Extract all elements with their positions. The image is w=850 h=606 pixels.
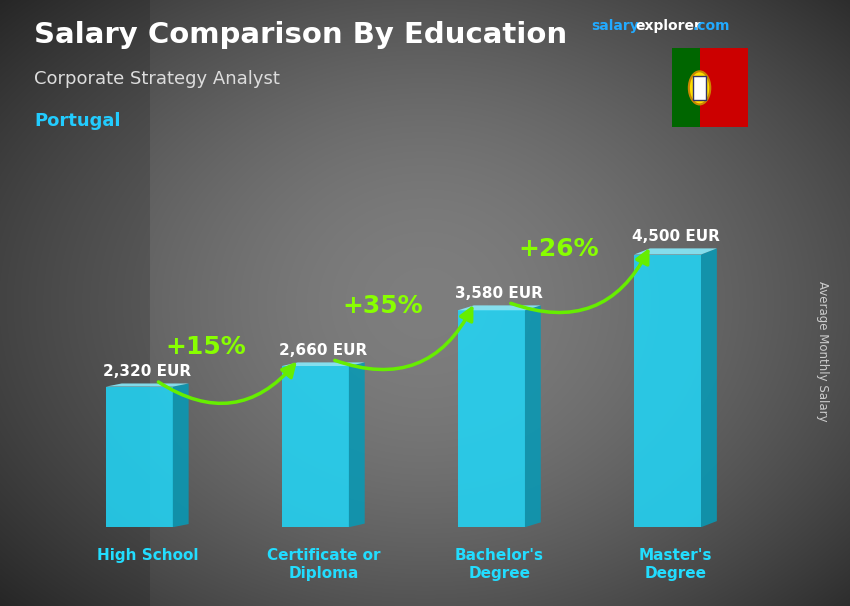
- Text: High School: High School: [97, 548, 198, 564]
- Text: Average Monthly Salary: Average Monthly Salary: [816, 281, 829, 422]
- Text: .com: .com: [693, 19, 730, 33]
- Text: Corporate Strategy Analyst: Corporate Strategy Analyst: [34, 70, 280, 88]
- Polygon shape: [701, 248, 717, 527]
- Polygon shape: [282, 362, 365, 366]
- Text: Salary Comparison By Education: Salary Comparison By Education: [34, 21, 567, 49]
- Polygon shape: [348, 362, 365, 527]
- Polygon shape: [282, 366, 348, 527]
- Polygon shape: [458, 310, 525, 527]
- Text: Portugal: Portugal: [34, 112, 121, 130]
- Text: 2,660 EUR: 2,660 EUR: [279, 342, 367, 358]
- Text: Master's
Degree: Master's Degree: [638, 548, 712, 581]
- Polygon shape: [634, 248, 717, 255]
- Text: explorer: explorer: [636, 19, 701, 33]
- Polygon shape: [458, 305, 541, 310]
- Text: +26%: +26%: [518, 237, 598, 261]
- Text: 4,500 EUR: 4,500 EUR: [632, 228, 719, 244]
- Text: Certificate or
Diploma: Certificate or Diploma: [267, 548, 380, 581]
- Polygon shape: [106, 384, 189, 387]
- Polygon shape: [106, 387, 173, 527]
- Text: salary: salary: [591, 19, 638, 33]
- FancyArrowPatch shape: [335, 308, 472, 370]
- Text: +35%: +35%: [342, 294, 422, 318]
- Polygon shape: [525, 305, 541, 527]
- Bar: [700, 48, 748, 127]
- Text: Bachelor's
Degree: Bachelor's Degree: [455, 548, 544, 581]
- Bar: [672, 48, 700, 127]
- Bar: [693, 76, 706, 99]
- FancyArrowPatch shape: [511, 251, 648, 313]
- Polygon shape: [634, 255, 701, 527]
- Text: 3,580 EUR: 3,580 EUR: [456, 285, 543, 301]
- Text: +15%: +15%: [166, 335, 246, 359]
- FancyArrowPatch shape: [158, 364, 294, 404]
- Text: 2,320 EUR: 2,320 EUR: [103, 364, 191, 379]
- Circle shape: [688, 72, 711, 104]
- Polygon shape: [173, 384, 189, 527]
